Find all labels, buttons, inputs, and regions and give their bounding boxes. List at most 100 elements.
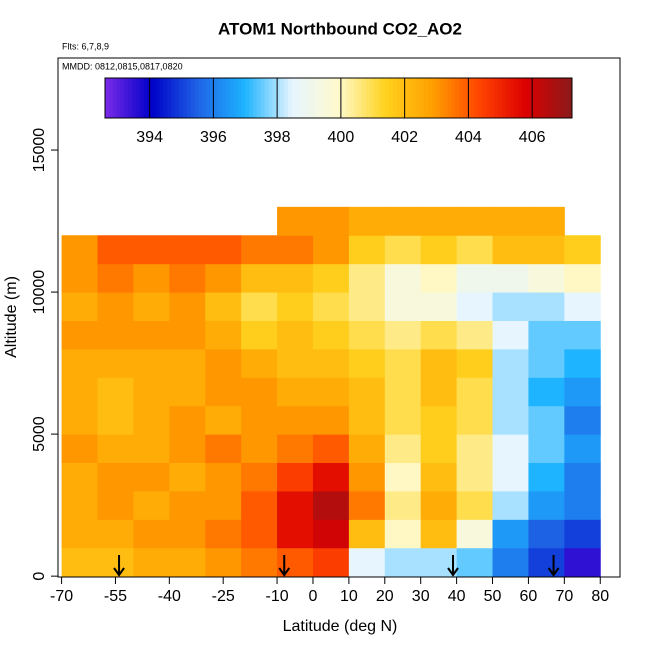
heatmap-cell <box>348 263 386 293</box>
heatmap-cell <box>312 490 350 520</box>
colorbar-segment <box>400 78 406 118</box>
colorbar-segment <box>377 78 382 118</box>
colorbar-segment <box>233 78 238 118</box>
heatmap-cell <box>205 292 242 321</box>
heatmap-cell <box>420 235 458 265</box>
heatmap-cell <box>528 490 565 520</box>
colorbar-segment <box>268 78 273 118</box>
x-tick-label: 30 <box>412 588 430 605</box>
colorbar-segment <box>365 78 371 118</box>
colorbar-segment <box>307 78 312 118</box>
arrow-head <box>547 567 560 577</box>
colorbar-segment <box>342 78 347 118</box>
chart-title: ATOM1 Northbound CO2_AO2 <box>218 19 462 38</box>
heatmap-cell <box>348 462 386 492</box>
heatmap-cell <box>348 519 386 549</box>
x-axis-label: Latitude (deg N) <box>283 618 398 635</box>
heatmap-cell <box>277 490 314 520</box>
colorbar-segment <box>517 78 522 118</box>
heatmap-cell <box>205 434 242 464</box>
colorbar-segment <box>431 78 437 118</box>
heatmap-cell <box>61 490 99 520</box>
heatmap-cell <box>384 547 422 577</box>
heatmap-cell <box>528 547 565 577</box>
heatmap-cell <box>277 320 314 350</box>
colorbar-segment <box>334 78 339 118</box>
colorbar-tick-label: 398 <box>264 129 291 146</box>
colorbar-segment <box>509 78 515 118</box>
heatmap-cell <box>169 320 206 350</box>
colorbar-segment <box>272 78 277 118</box>
heatmap-cell <box>348 292 386 321</box>
heatmap-cell <box>384 462 422 492</box>
colorbar-segment <box>190 78 196 118</box>
colorbar-segment <box>439 78 445 118</box>
heatmap-cell <box>205 263 242 293</box>
colorbar-segment <box>412 78 417 118</box>
colorbar-segment <box>140 78 145 118</box>
heatmap-cell <box>241 490 278 520</box>
colorbar-segment <box>210 78 215 118</box>
colorbar-segment <box>533 78 538 118</box>
x-tick-label: -25 <box>212 588 235 605</box>
colorbar-segment <box>478 78 483 118</box>
heatmap-cell <box>205 490 242 520</box>
colorbar-segment <box>213 78 219 118</box>
heatmap-cell <box>528 377 565 407</box>
heatmap-cell <box>133 519 170 549</box>
colorbar-segment <box>155 78 160 118</box>
colorbar-segment <box>369 78 375 118</box>
x-tick-label: 70 <box>555 588 573 605</box>
heatmap-cell <box>97 547 134 577</box>
colorbar-segment <box>548 78 554 118</box>
colorbar-segment <box>540 78 546 118</box>
heatmap-cell <box>97 348 134 378</box>
colorbar-segment <box>120 78 125 118</box>
x-tick-label: -55 <box>104 588 127 605</box>
heatmap-cell <box>241 320 278 350</box>
heatmap-cell <box>456 377 494 407</box>
heatmap-cell <box>312 292 350 321</box>
heatmap-cell <box>61 235 99 265</box>
heatmap-cell <box>384 348 422 378</box>
heatmap-cell <box>312 235 350 265</box>
colorbar-segment <box>202 78 207 118</box>
heatmap-cell <box>169 490 206 520</box>
heatmap-cell <box>312 547 350 577</box>
arrow-head <box>113 567 125 577</box>
colorbar-segment <box>182 78 188 118</box>
arrow <box>113 555 125 577</box>
heatmap-cell <box>61 377 99 407</box>
arrow-head <box>278 567 291 577</box>
heatmap-cell <box>97 320 134 350</box>
x-tick-label: 60 <box>520 588 538 605</box>
heatmap-cell <box>277 235 314 265</box>
colorbar-segment <box>291 78 297 118</box>
heatmap-cell <box>384 206 422 236</box>
heatmap-cell <box>564 490 601 520</box>
colorbar-segment <box>474 78 480 118</box>
heatmap-cell <box>492 490 529 520</box>
heatmap-cell <box>456 320 494 350</box>
x-tick-label: 40 <box>448 588 466 605</box>
heatmap-cell <box>564 434 601 464</box>
heatmap-cell <box>528 206 565 236</box>
heatmap-cell <box>97 434 134 464</box>
colorbar-segment <box>299 78 304 118</box>
heatmap-cell <box>61 292 99 321</box>
heatmap-cell <box>492 405 529 435</box>
heatmap-cell <box>456 434 494 464</box>
heatmap-cell <box>420 292 458 321</box>
heatmap-cell <box>241 377 278 407</box>
heatmap-cell <box>241 434 278 464</box>
colorbar-segment <box>194 78 199 118</box>
colorbar-segment <box>163 78 168 118</box>
colorbar-segment <box>303 78 308 118</box>
colorbar-segment <box>280 78 285 118</box>
colorbar-segment <box>315 78 320 118</box>
heatmap-cell <box>420 462 458 492</box>
heatmap-cell <box>241 292 278 321</box>
heatmap-cell <box>492 547 529 577</box>
colorbar-frame <box>104 77 573 119</box>
colorbar-tick-label: 402 <box>391 129 418 146</box>
